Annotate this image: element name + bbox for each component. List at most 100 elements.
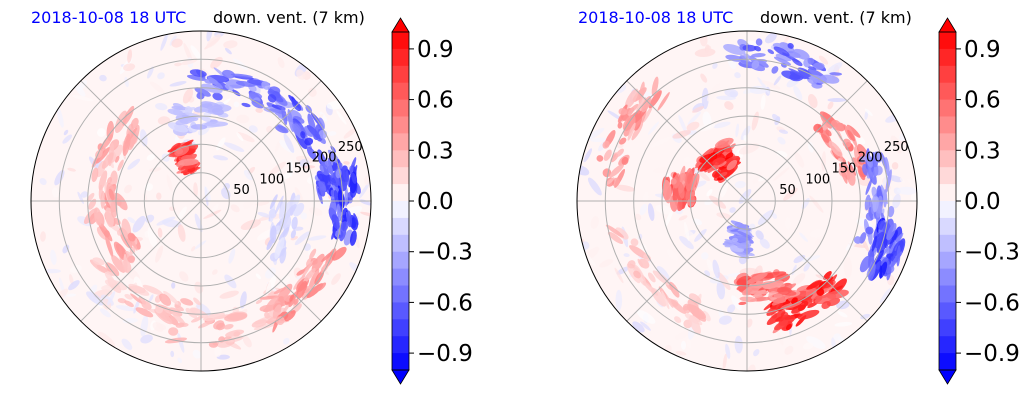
field-speckle	[910, 193, 917, 201]
field-blob-3	[737, 285, 746, 291]
field-blob-1	[300, 131, 306, 139]
field-speckle	[792, 273, 806, 286]
field-blob-5	[122, 133, 131, 157]
field-layer	[577, 31, 917, 371]
grid-ring	[115, 115, 287, 287]
field-speckle	[793, 85, 803, 101]
field-blob-9	[630, 238, 639, 247]
field-blob-3	[167, 108, 183, 116]
field-speckle	[77, 80, 88, 92]
field-speckle	[62, 244, 70, 254]
field-blob-7	[174, 304, 185, 312]
field-blob-0	[230, 73, 254, 78]
field-speckle	[879, 288, 891, 304]
field-speckle	[729, 207, 736, 213]
field-blob-8	[223, 323, 234, 330]
field-blob-5	[779, 42, 795, 54]
field-blob-7	[155, 305, 164, 314]
field-blob-5	[96, 146, 111, 164]
field-speckle	[590, 137, 609, 143]
field-blob-6	[105, 235, 114, 257]
colorbar-segment	[392, 336, 409, 354]
colorbar-segment	[392, 150, 409, 168]
colorbar-extend-max	[938, 17, 957, 33]
field-blob-9	[310, 257, 318, 265]
field-blob-7	[185, 307, 198, 319]
field-speckle	[221, 187, 231, 200]
field-speckle	[599, 259, 614, 268]
grid-ring	[689, 143, 805, 259]
field-speckle	[803, 342, 814, 350]
field-speckle	[147, 227, 158, 248]
colorbar-segment	[392, 268, 409, 286]
field-speckle	[683, 156, 691, 162]
field-speckle	[899, 177, 905, 183]
field-blob-5	[101, 152, 114, 169]
field-speckle	[177, 206, 187, 221]
field-speckle	[132, 215, 146, 233]
field-blob-2	[331, 229, 336, 240]
field-blob-9	[284, 310, 296, 322]
field-blob-6	[865, 178, 873, 195]
field-speckle	[308, 87, 317, 97]
field-speckle	[150, 81, 165, 94]
field-speckle	[157, 72, 165, 80]
field-speckle	[50, 249, 57, 265]
field-blob-7	[190, 307, 209, 319]
field-blob-0	[267, 94, 277, 103]
field-blob-2	[823, 271, 832, 280]
field-speckle	[738, 256, 747, 265]
colorbar-extend-max	[391, 17, 410, 33]
field-speckle	[712, 62, 718, 69]
field-blob-5	[773, 46, 790, 57]
field-blob-10	[291, 216, 298, 230]
field-blob-2	[346, 210, 353, 228]
field-blob-10	[602, 140, 610, 149]
colorbar-segment	[392, 285, 409, 303]
field-speckle	[734, 335, 743, 354]
field-blob-0	[241, 102, 251, 108]
field-blob-2	[344, 187, 349, 207]
field-blob-4	[170, 142, 181, 152]
field-blob-8	[731, 237, 739, 243]
field-speckle	[127, 49, 133, 63]
field-blob-3	[175, 116, 196, 126]
field-blob-6	[104, 230, 110, 238]
field-blob-7	[886, 266, 892, 281]
field-speckle	[336, 110, 347, 125]
field-blob-4	[828, 141, 843, 157]
field-speckle	[179, 271, 189, 282]
field-blob-6	[127, 255, 136, 263]
field-blob-8	[216, 322, 226, 331]
field-blob-6	[93, 207, 103, 226]
field-speckle	[86, 291, 104, 306]
field-speckle	[772, 213, 778, 219]
field-blob-0	[697, 158, 717, 172]
field-blob-10	[279, 248, 287, 264]
colorbar-extend-min	[938, 369, 957, 385]
field-blob-2	[326, 160, 333, 176]
field-speckle	[124, 184, 132, 194]
field-blob-2	[340, 221, 349, 231]
grid-ring	[143, 143, 259, 259]
colorbar-segment	[939, 82, 956, 100]
colorbar-segment	[392, 217, 409, 236]
field-blob-5	[798, 70, 811, 77]
field-speckle	[210, 56, 223, 69]
field-speckle	[80, 191, 88, 198]
field-speckle	[123, 63, 136, 72]
field-speckle	[739, 143, 760, 155]
field-blob-3	[763, 280, 784, 290]
grid-ring	[661, 115, 833, 287]
field-blob-10	[618, 108, 628, 116]
field-blob-2	[822, 281, 834, 289]
field-speckle	[156, 216, 176, 226]
field-blob-5	[114, 110, 128, 133]
field-blob-7	[874, 231, 886, 249]
field-speckle	[359, 181, 370, 199]
field-speckle	[705, 45, 712, 55]
field-speckle	[155, 103, 168, 111]
grid-ring	[718, 172, 776, 230]
ring-label: 50	[233, 183, 250, 198]
field-speckle	[191, 245, 196, 252]
